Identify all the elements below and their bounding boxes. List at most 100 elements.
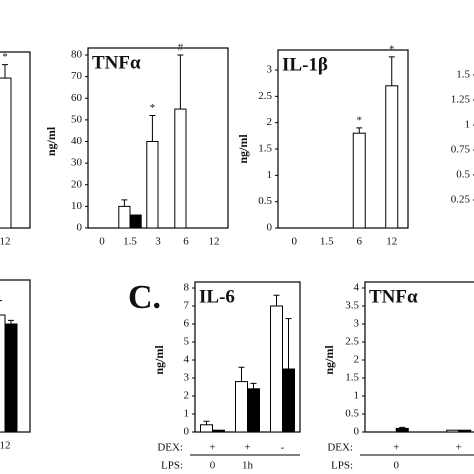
error-bar — [399, 426, 406, 429]
y-tick-label: 10 — [71, 200, 83, 212]
chart-title: TNFα — [92, 52, 141, 73]
y-tick-label: 1 — [184, 408, 190, 420]
y-tick-label: 4 — [354, 282, 360, 294]
y-tick-label: 1 — [267, 169, 273, 181]
y-axis-label: ng/ml — [322, 345, 336, 375]
x-tick-label: 1.5 — [320, 236, 334, 248]
y-tick-label: 60 — [71, 92, 83, 104]
plot-frame — [277, 49, 409, 229]
y-tick-label: 20 — [71, 178, 83, 190]
bar — [352, 132, 366, 229]
error-bar — [149, 115, 156, 142]
y-tick-label: 1.5 — [345, 372, 359, 384]
y-tick-label: 30 — [71, 157, 83, 169]
error-bar — [250, 382, 257, 389]
row-value: 1h — [242, 460, 254, 472]
bar — [385, 85, 399, 229]
y-tick-label: 70 — [71, 70, 83, 82]
y-axis-label: ng/ml — [44, 126, 58, 156]
y-tick-label: 0 — [184, 426, 190, 438]
y-tick-label: 2.5 — [345, 336, 359, 348]
annotation: * — [150, 102, 156, 114]
x-tick-label: 12 — [209, 236, 220, 248]
y-tick-label: 2.5 — [258, 90, 272, 102]
y-tick-label: 3 — [354, 318, 360, 330]
chart-title: IL-1β — [282, 54, 328, 75]
y-tick-label: 1 — [465, 119, 471, 131]
y-tick-label: 8 — [184, 282, 190, 294]
y-axis-label: ng/ml — [152, 345, 166, 375]
y-tick-label: 80 — [71, 49, 83, 61]
y-tick-label: 0.25 — [451, 194, 471, 206]
bar — [282, 368, 295, 433]
row-value: 0 — [210, 460, 216, 472]
bar — [0, 77, 12, 229]
row-label: LPS: — [331, 460, 353, 472]
row-value: 0 — [394, 460, 400, 472]
error-bar — [388, 56, 395, 86]
bar — [129, 214, 142, 229]
y-tick-label: 3 — [184, 372, 190, 384]
y-tick-label: 0.5 — [258, 195, 272, 207]
y-tick-label: 0.5 — [345, 408, 359, 420]
annotation: # — [178, 42, 184, 54]
x-tick-label: 12 — [386, 236, 397, 248]
y-tick-label: 2 — [354, 354, 360, 366]
x-tick-label: 1.5 — [123, 236, 137, 248]
bar — [446, 429, 460, 433]
y-tick-label: 3.5 — [345, 300, 359, 312]
bar — [146, 141, 159, 229]
x-tick-label: 3 — [155, 236, 161, 248]
y-tick-label: 0.75 — [451, 144, 471, 156]
error-bar — [238, 366, 245, 382]
y-tick-label: 1 — [354, 390, 360, 402]
x-tick-label: 0 — [99, 236, 105, 248]
row-label: DEX: — [327, 442, 353, 454]
bar — [247, 388, 260, 433]
row-value: + — [209, 442, 215, 454]
bar — [174, 108, 187, 229]
error-bar — [203, 420, 210, 425]
bar — [212, 429, 225, 433]
y-tick-label: 0 — [354, 426, 360, 438]
y-tick-label: 0 — [77, 222, 83, 234]
chart-title: IL-6 — [199, 286, 235, 307]
x-tick-label: 0 — [292, 236, 298, 248]
error-bar — [8, 319, 14, 324]
bar — [458, 429, 472, 433]
chart-title: TNFα — [369, 286, 418, 307]
x-tick-label: 6 — [357, 236, 363, 248]
y-tick-label: 0 — [267, 222, 273, 234]
annotation: * — [357, 114, 363, 126]
error-bar — [356, 127, 363, 134]
y-tick-label: 1.25 — [451, 94, 471, 106]
x-tick-label: 6 — [183, 236, 189, 248]
y-tick-label: 0.5 — [456, 169, 470, 181]
y-tick-label: 5 — [184, 336, 190, 348]
row-value: + — [244, 442, 250, 454]
bar — [200, 424, 213, 433]
row-value: + — [393, 442, 399, 454]
x-tick-label: 12 — [0, 440, 11, 452]
annotation: * — [2, 51, 8, 63]
plot-frame — [364, 281, 474, 433]
x-tick-label: 12 — [0, 236, 11, 248]
y-tick-label: 7 — [184, 300, 190, 312]
bar — [0, 314, 6, 433]
bar — [395, 427, 409, 433]
error-bar — [273, 294, 280, 306]
row-value: + — [456, 442, 462, 454]
error-bar — [2, 64, 8, 79]
y-tick-label: 3 — [267, 64, 273, 76]
error-bar — [121, 199, 128, 207]
y-tick-label: 4 — [184, 354, 190, 366]
y-axis-label: ng/ml — [236, 134, 250, 164]
error-bar — [0, 300, 2, 302]
row-label: LPS: — [161, 460, 183, 472]
y-tick-label: 2 — [184, 390, 190, 402]
y-tick-label: 1.5 — [258, 143, 272, 155]
y-tick-label: 1.5 — [456, 69, 470, 81]
error-bar — [285, 318, 292, 369]
